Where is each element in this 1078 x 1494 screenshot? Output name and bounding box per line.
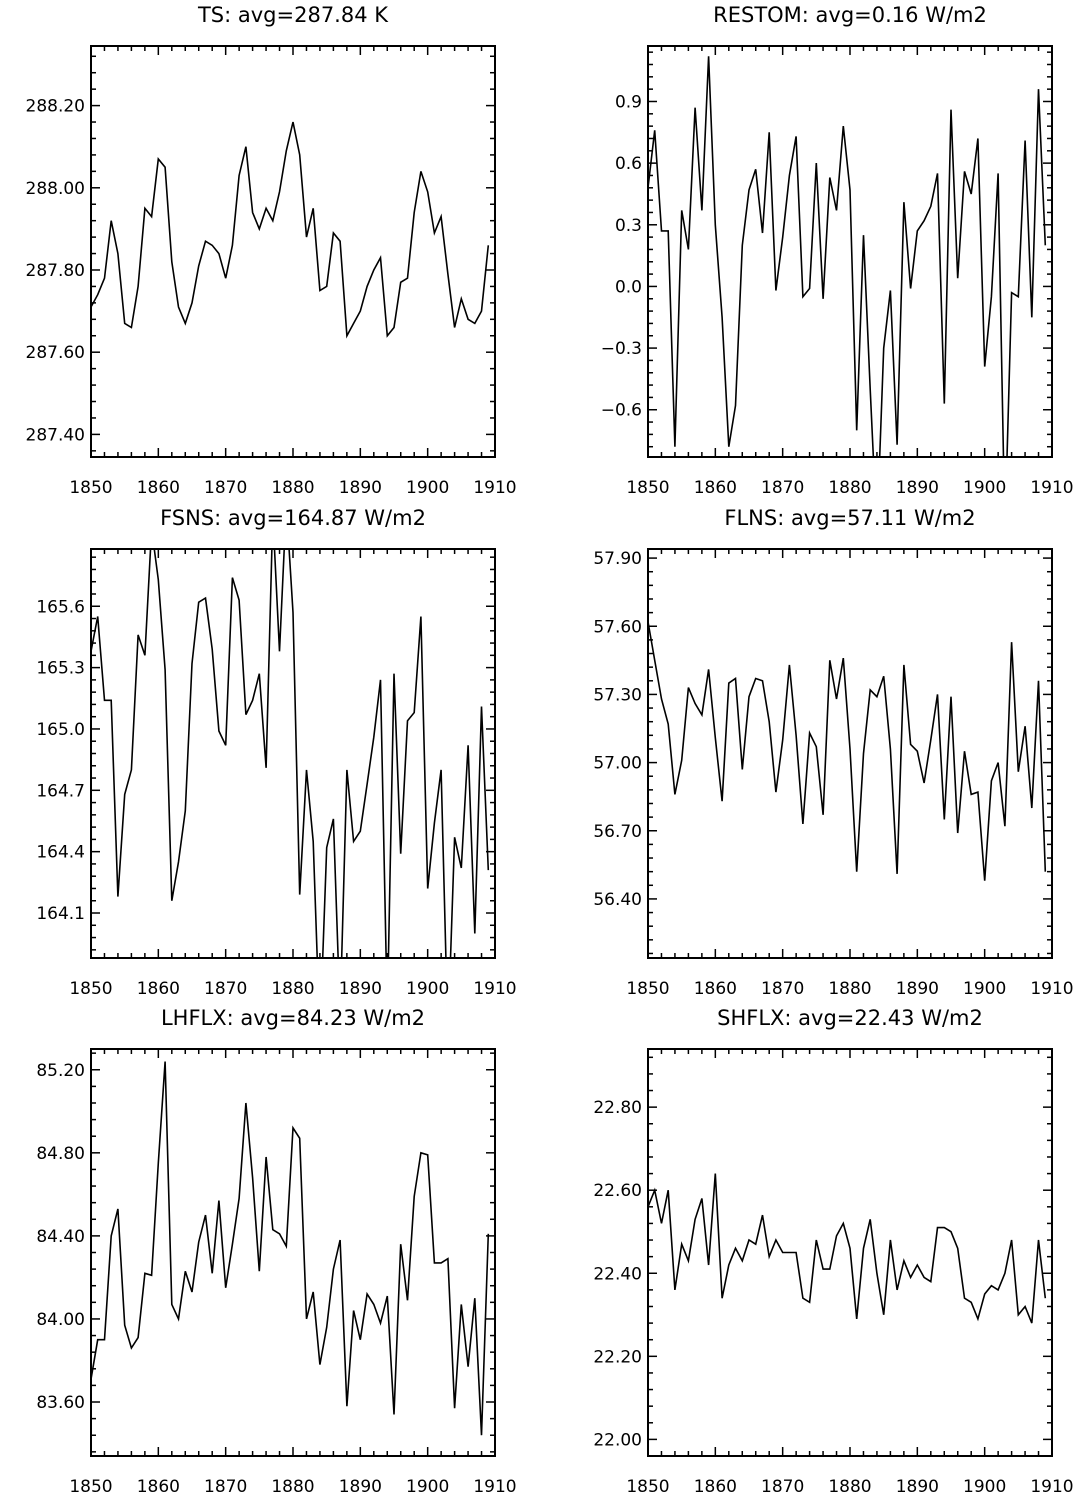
- x-tick-label: 1900: [963, 478, 1006, 498]
- x-tick-label: 1890: [339, 478, 382, 498]
- y-tick-label: 0.0: [615, 277, 642, 297]
- x-tick-label: 1880: [828, 478, 871, 498]
- x-tick-label: 1850: [69, 1477, 112, 1494]
- x-tick-label: 1910: [473, 979, 516, 999]
- y-tick-label: 287.40: [26, 425, 85, 445]
- x-tick-label: 1870: [761, 478, 804, 498]
- chart-panel-3: FLNS: avg=57.11 W/m2 1850 1860 1870 1880 1890…: [593, 506, 1073, 999]
- x-tick-label: 1880: [828, 1477, 871, 1494]
- y-tick-label: 287.80: [26, 261, 85, 281]
- x-tick-label: 1900: [963, 979, 1006, 999]
- series-line: [648, 56, 1047, 457]
- chart-title: TS: avg=287.84 K: [197, 3, 389, 27]
- chart-title: FLNS: avg=57.11 W/m2: [724, 506, 975, 530]
- x-tick-label: 1850: [69, 478, 112, 498]
- y-tick-label: 164.7: [36, 781, 85, 801]
- series-line: [91, 549, 490, 958]
- x-tick-label: 1900: [406, 1477, 449, 1494]
- y-tick-label: 165.3: [36, 659, 85, 679]
- x-tick-label: 1890: [896, 1477, 939, 1494]
- x-tick-label: 1890: [339, 1477, 382, 1494]
- x-tick-label: 1890: [339, 979, 382, 999]
- x-tick-label: 1850: [626, 979, 669, 999]
- y-tick-label: 288.00: [26, 179, 85, 199]
- y-tick-label: 84.40: [36, 1227, 85, 1247]
- y-tick-label: 165.0: [36, 720, 85, 740]
- y-tick-label: 84.80: [36, 1144, 85, 1164]
- series-line: [648, 1173, 1047, 1324]
- x-tick-label: 1900: [963, 1477, 1006, 1494]
- y-tick-label: 22.20: [593, 1347, 642, 1367]
- chart-panel-0: TS: avg=287.84 K 1850 1860 1870 1880 1890 1900…: [26, 3, 517, 498]
- y-tick-label: 57.90: [593, 549, 642, 569]
- x-tick-label: 1860: [694, 979, 737, 999]
- chart-panel-4: LHFLX: avg=84.23 W/m2 1850 1860 1870 1880 189…: [36, 1006, 516, 1494]
- y-tick-label: 164.4: [36, 843, 85, 863]
- plot-frame: [647, 45, 1053, 458]
- series-line: [91, 1061, 490, 1436]
- y-tick-label: 84.00: [36, 1310, 85, 1330]
- x-tick-label: 1910: [1030, 478, 1073, 498]
- y-tick-label: 85.20: [36, 1061, 85, 1081]
- x-tick-label: 1880: [271, 1477, 314, 1494]
- y-tick-label: 56.40: [593, 890, 642, 910]
- x-tick-label: 1910: [1030, 979, 1073, 999]
- x-tick-label: 1860: [137, 979, 180, 999]
- chart-panel-1: RESTOM: avg=0.16 W/m2 1850 1860 1870 1880 189…: [601, 3, 1074, 498]
- y-tick-label: 165.6: [36, 597, 85, 617]
- x-tick-label: 1850: [626, 1477, 669, 1494]
- x-tick-label: 1900: [406, 979, 449, 999]
- x-tick-label: 1860: [137, 478, 180, 498]
- y-tick-label: 22.80: [593, 1098, 642, 1118]
- x-tick-label: 1850: [69, 979, 112, 999]
- y-tick-label: 287.60: [26, 343, 85, 363]
- y-tick-label: 57.30: [593, 685, 642, 705]
- y-tick-label: −0.6: [601, 401, 642, 421]
- x-tick-label: 1880: [271, 979, 314, 999]
- chart-title: FSNS: avg=164.87 W/m2: [160, 506, 426, 530]
- y-tick-label: 57.60: [593, 617, 642, 637]
- x-tick-label: 1870: [204, 979, 247, 999]
- x-tick-label: 1870: [204, 478, 247, 498]
- y-tick-label: 0.9: [615, 92, 642, 112]
- x-tick-label: 1870: [761, 1477, 804, 1494]
- x-tick-label: 1870: [761, 979, 804, 999]
- x-tick-label: 1860: [137, 1477, 180, 1494]
- x-tick-label: 1850: [626, 478, 669, 498]
- x-tick-label: 1890: [896, 478, 939, 498]
- x-tick-label: 1870: [204, 1477, 247, 1494]
- chart-title: RESTOM: avg=0.16 W/m2: [713, 3, 987, 27]
- chart-title: SHFLX: avg=22.43 W/m2: [717, 1006, 983, 1030]
- y-tick-label: 0.3: [615, 216, 642, 236]
- x-tick-label: 1910: [473, 478, 516, 498]
- series-line: [648, 621, 1047, 881]
- y-tick-label: −0.3: [601, 339, 642, 359]
- plot-frame: [90, 45, 496, 458]
- x-tick-label: 1860: [694, 478, 737, 498]
- y-tick-label: 164.1: [36, 904, 85, 924]
- x-tick-label: 1890: [896, 979, 939, 999]
- y-tick-label: 83.60: [36, 1393, 85, 1413]
- y-tick-label: 0.6: [615, 154, 642, 174]
- y-tick-label: 22.40: [593, 1264, 642, 1284]
- y-tick-label: 22.00: [593, 1430, 642, 1450]
- x-tick-label: 1900: [406, 478, 449, 498]
- x-tick-label: 1860: [694, 1477, 737, 1494]
- series-line: [91, 121, 490, 339]
- y-tick-label: 57.00: [593, 754, 642, 774]
- x-tick-label: 1910: [1030, 1477, 1073, 1494]
- chart-panel-5: SHFLX: avg=22.43 W/m2 1850 1860 1870 1880 189…: [593, 1006, 1073, 1494]
- x-tick-label: 1880: [828, 979, 871, 999]
- y-tick-label: 56.70: [593, 822, 642, 842]
- x-tick-label: 1880: [271, 478, 314, 498]
- y-tick-label: 22.60: [593, 1181, 642, 1201]
- x-tick-label: 1910: [473, 1477, 516, 1494]
- y-tick-label: 288.20: [26, 97, 85, 117]
- chart-panel-2: FSNS: avg=164.87 W/m2 1850 1860 1870 1880 189…: [36, 506, 516, 999]
- chart-title: LHFLX: avg=84.23 W/m2: [161, 1006, 425, 1030]
